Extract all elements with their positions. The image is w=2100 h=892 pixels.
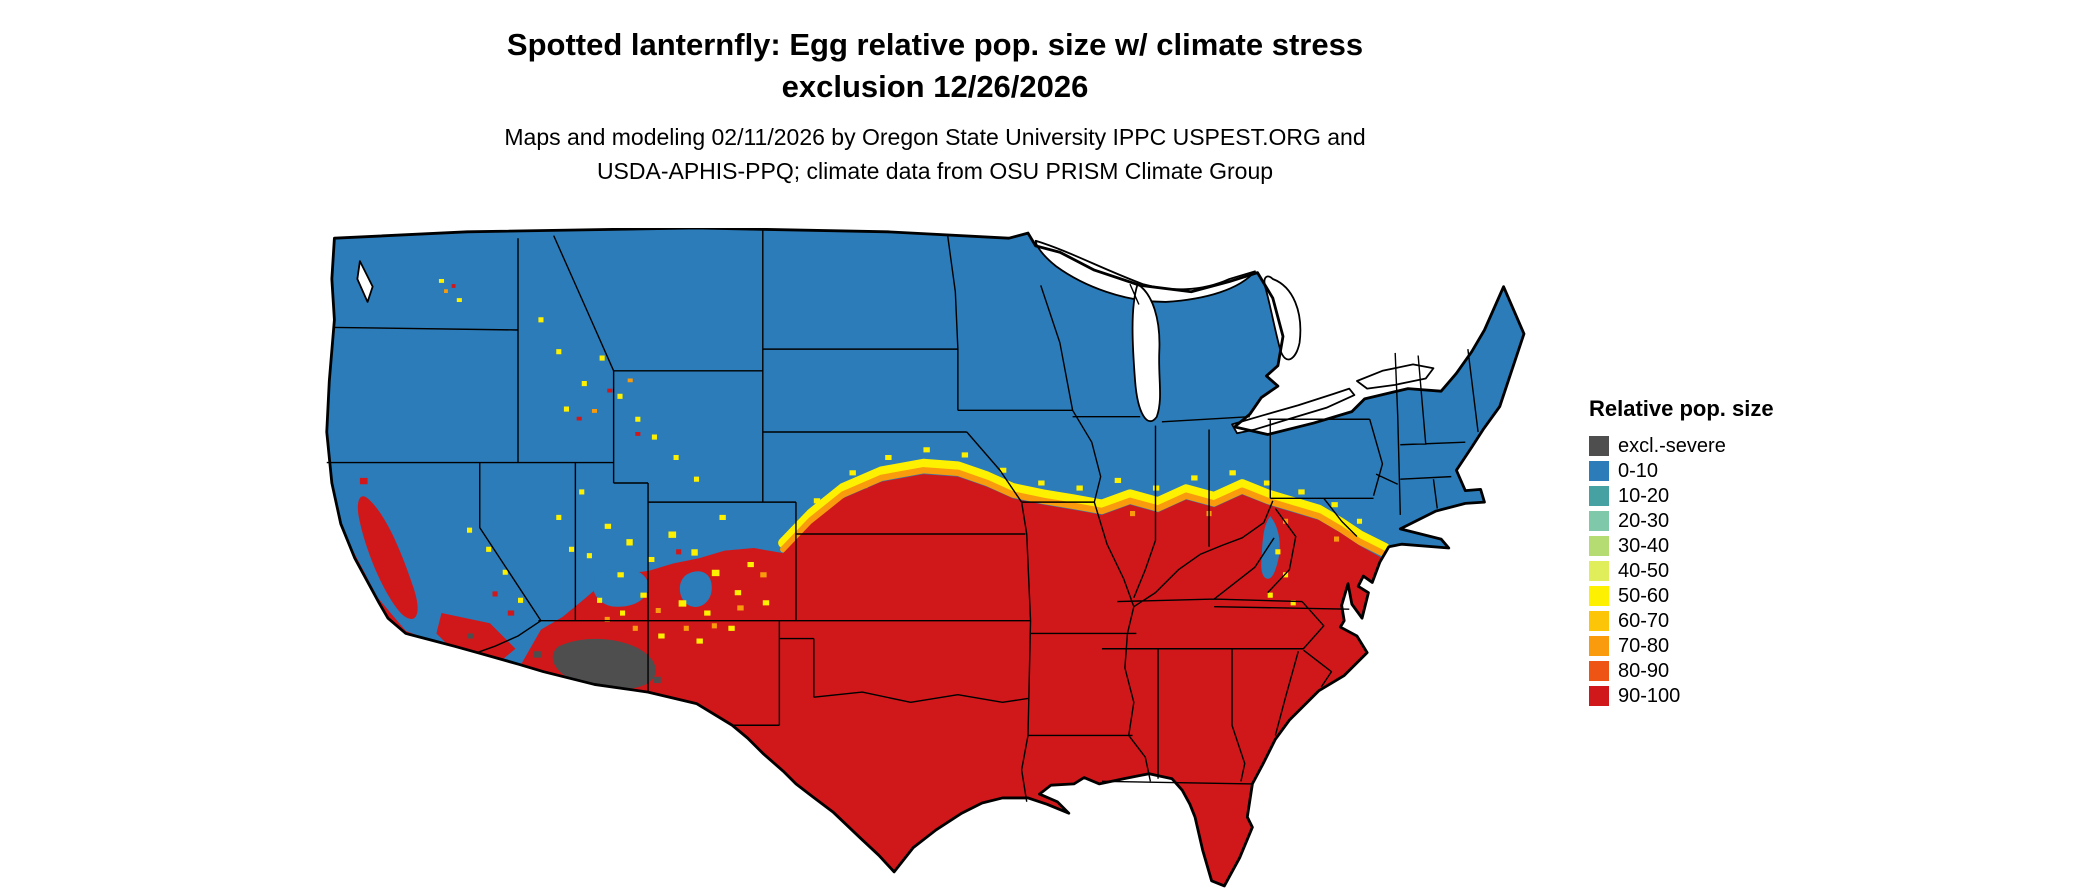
- legend-row: 30-40: [1589, 536, 1774, 556]
- page-title-line1: Spotted lanternfly: Egg relative pop. si…: [506, 27, 1364, 62]
- legend-swatch: [1589, 436, 1609, 456]
- lake-ontario: [1356, 363, 1435, 390]
- legend-row: 80-90: [1589, 661, 1774, 681]
- legend-row: 10-20: [1589, 486, 1774, 506]
- legend-swatch: [1589, 586, 1609, 606]
- legend-swatch: [1589, 486, 1609, 506]
- legend-label: 0-10: [1618, 460, 1659, 482]
- us-map: [325, 228, 1526, 888]
- legend-title: Relative pop. size: [1589, 396, 1774, 421]
- legend-label: 50-60: [1618, 585, 1670, 607]
- legend: Relative pop. size excl.-severe 0-10 10-…: [1589, 396, 1774, 711]
- legend-label: 70-80: [1618, 635, 1670, 657]
- map-subtitle-line2: USDA-APHIS-PPQ; climate data from OSU PR…: [596, 158, 1274, 184]
- map-subtitle: Maps and modeling 02/11/2026 by Oregon S…: [330, 120, 1540, 188]
- legend-row: 50-60: [1589, 586, 1774, 606]
- legend-label: 90-100: [1618, 685, 1681, 707]
- legend-label: 60-70: [1618, 610, 1670, 632]
- legend-swatch: [1589, 611, 1609, 631]
- lake-michigan: [1131, 283, 1161, 423]
- legend-label: 80-90: [1618, 660, 1670, 682]
- us-map-figure: [314, 228, 1538, 891]
- puget-sound: [356, 260, 374, 303]
- legend-swatch: [1589, 461, 1609, 481]
- legend-row: excl.-severe: [1589, 436, 1774, 456]
- legend-label: 10-20: [1618, 485, 1670, 507]
- exclusion-zone-arizona: [467, 633, 661, 690]
- legend-swatch: [1589, 661, 1609, 681]
- legend-swatch: [1589, 636, 1609, 656]
- map-subtitle-line1: Maps and modeling 02/11/2026 by Oregon S…: [504, 124, 1366, 150]
- legend-label: 30-40: [1618, 535, 1670, 557]
- legend-row: 60-70: [1589, 611, 1774, 631]
- legend-swatch: [1589, 536, 1609, 556]
- page-title: Spotted lanternfly: Egg relative pop. si…: [330, 24, 1540, 108]
- legend-swatch: [1589, 511, 1609, 531]
- legend-row: 40-50: [1589, 561, 1774, 581]
- legend-row: 0-10: [1589, 461, 1774, 481]
- legend-label: excl.-severe: [1618, 435, 1726, 457]
- legend-row: 70-80: [1589, 636, 1774, 656]
- legend-swatch: [1589, 686, 1609, 706]
- page-title-line2: exclusion 12/26/2026: [781, 69, 1089, 104]
- legend-swatch: [1589, 561, 1609, 581]
- legend-row: 90-100: [1589, 686, 1774, 706]
- legend-label: 40-50: [1618, 560, 1670, 582]
- lake-superior: [1034, 239, 1256, 303]
- legend-label: 20-30: [1618, 510, 1670, 532]
- legend-row: 20-30: [1589, 511, 1774, 531]
- state-borders: [326, 230, 1479, 802]
